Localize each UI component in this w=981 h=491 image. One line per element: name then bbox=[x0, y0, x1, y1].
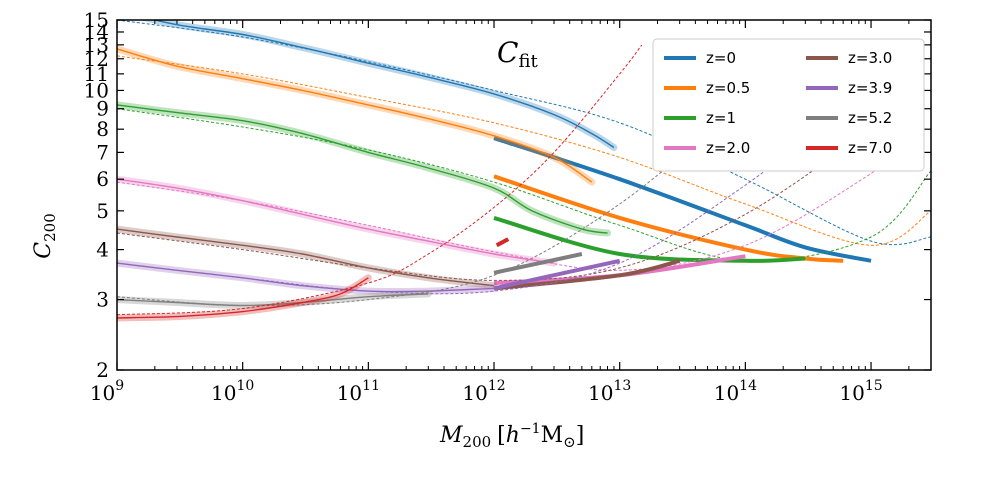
legend-label: z=1 bbox=[706, 109, 736, 127]
model-line-z-5-2 bbox=[493, 252, 583, 275]
series-z-7-0 bbox=[117, 44, 643, 322]
legend-item-z-2-0: z=2.0 bbox=[664, 139, 750, 157]
fit-line-z-0-5 bbox=[117, 55, 931, 246]
y-tick-label: 15 bbox=[84, 8, 109, 32]
legend-label: z=7.0 bbox=[848, 139, 892, 157]
fit-line-z-7-0 bbox=[117, 44, 643, 316]
y-tick-label: 13 bbox=[84, 33, 109, 57]
series-z-0-5 bbox=[117, 45, 931, 263]
legend-item-z-0: z=0 bbox=[664, 49, 736, 67]
y-tick-label: 10 bbox=[84, 78, 109, 102]
sim-band-z-1 bbox=[117, 101, 611, 237]
y-tick-label: 7 bbox=[96, 140, 109, 164]
sim-line-z-3-9 bbox=[117, 262, 495, 293]
sim-band-z-3-0 bbox=[117, 225, 498, 290]
legend-label: z=3.9 bbox=[848, 79, 892, 97]
sim-line-z-1 bbox=[117, 104, 608, 234]
x-tick-label: 1015 bbox=[839, 378, 882, 405]
legend-frame bbox=[652, 38, 925, 172]
ticks-layer: 109 1010 1011 1012 1013 1014 10152345678910111… bbox=[84, 8, 932, 405]
chart-title: Cfit bbox=[497, 36, 538, 72]
x-tick-label: 109 bbox=[90, 378, 124, 405]
y-tick-label: 9 bbox=[96, 97, 109, 121]
legend-item-z-7-0: z=7.0 bbox=[806, 139, 892, 157]
x-axis-label: M200 [h−1M⊙] bbox=[439, 421, 584, 451]
fit-line-z-3-0 bbox=[117, 128, 872, 281]
legend-label: z=2.0 bbox=[706, 139, 750, 157]
legend-item-z-5-2: z=5.2 bbox=[806, 109, 892, 127]
y-tick-label: 5 bbox=[96, 199, 109, 223]
sim-line-z-0 bbox=[151, 20, 615, 149]
legend-label: z=3.0 bbox=[848, 49, 892, 67]
x-tick-label: 1010 bbox=[211, 378, 254, 405]
sim-line-z-0-5 bbox=[117, 48, 593, 183]
fit-line-z-1 bbox=[117, 108, 931, 262]
y-tick-label: 14 bbox=[84, 20, 109, 44]
legend-label: z=5.2 bbox=[848, 109, 892, 127]
y-tick-label: 3 bbox=[96, 288, 109, 312]
y-axis-label: C200 bbox=[31, 213, 59, 258]
legend-label: z=0.5 bbox=[706, 79, 750, 97]
sim-line-z-2-0 bbox=[117, 178, 555, 264]
legend-item-z-0-5: z=0.5 bbox=[664, 79, 750, 97]
fit-line-z-0 bbox=[117, 20, 931, 246]
x-tick-label: 1014 bbox=[714, 378, 757, 405]
legend-item-z-1: z=1 bbox=[664, 109, 736, 127]
model-line-z-1 bbox=[493, 215, 806, 263]
y-tick-label: 4 bbox=[96, 238, 109, 262]
x-tick-label: 1011 bbox=[337, 378, 380, 405]
series-z-1 bbox=[117, 101, 931, 263]
y-tick-label: 11 bbox=[84, 62, 109, 86]
y-tick-label: 6 bbox=[96, 167, 109, 191]
model-line-z-7-0 bbox=[495, 237, 510, 248]
sim-band-z-0 bbox=[139, 20, 618, 151]
series-z-3-9 bbox=[117, 108, 844, 296]
legend-label: z=0 bbox=[706, 49, 736, 67]
legend: z=0 z=0.5 z=1 z=2.0 z=3.0 z=3.9 z=5.2 z=7.0 bbox=[652, 38, 925, 172]
x-tick-label: 1013 bbox=[588, 378, 631, 405]
sim-line-z-3-0 bbox=[117, 228, 495, 287]
model-line-z-0-5 bbox=[493, 174, 844, 263]
plot-frame bbox=[116, 19, 932, 371]
y-tick-label: 12 bbox=[84, 47, 109, 71]
y-tick-label: 2 bbox=[96, 358, 109, 382]
legend-item-z-3-9: z=3.9 bbox=[806, 79, 892, 97]
sim-line-z-7-0 bbox=[117, 277, 369, 319]
x-tick-label: 1012 bbox=[462, 378, 505, 405]
model-line-z-0 bbox=[493, 136, 872, 263]
series-z-3-0 bbox=[117, 128, 872, 291]
model-line-z-3-9 bbox=[493, 258, 621, 291]
y-tick-label: 8 bbox=[96, 117, 109, 141]
series-z-0 bbox=[117, 20, 931, 263]
model-line-z-3-0 bbox=[493, 258, 681, 291]
legend-item-z-3-0: z=3.0 bbox=[806, 49, 892, 67]
